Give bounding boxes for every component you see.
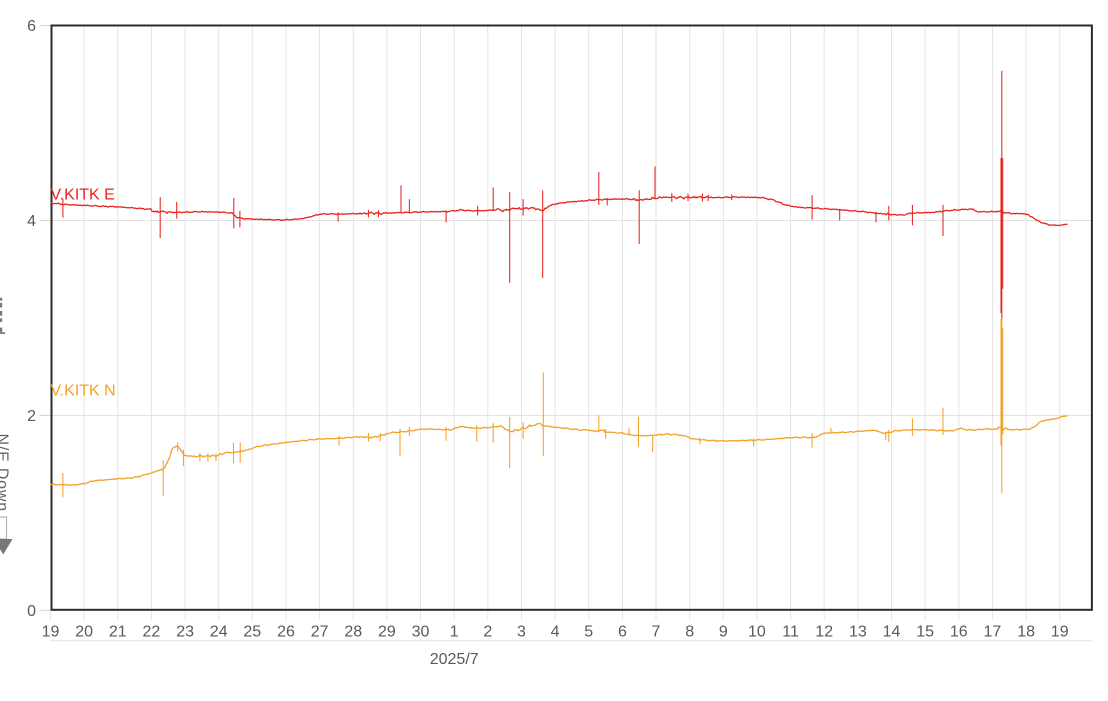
svg-text:28: 28: [344, 624, 362, 641]
svg-text:6: 6: [618, 624, 627, 641]
svg-text:17: 17: [984, 624, 1002, 641]
svg-text:19: 19: [1051, 624, 1069, 641]
svg-text:27: 27: [311, 624, 329, 641]
svg-text:2025/7: 2025/7: [430, 651, 479, 668]
svg-text:14: 14: [883, 624, 901, 641]
svg-text:N/E Down: N/E Down: [0, 434, 11, 512]
svg-text:13: 13: [849, 624, 867, 641]
svg-text:21: 21: [109, 624, 127, 641]
svg-text:6: 6: [27, 18, 36, 35]
svg-text:20: 20: [75, 624, 93, 641]
svg-text:26: 26: [277, 624, 295, 641]
svg-text:10: 10: [748, 624, 766, 641]
svg-text:11: 11: [782, 624, 799, 641]
svg-text:4: 4: [551, 624, 560, 641]
svg-text:2: 2: [483, 624, 492, 641]
svg-text:30: 30: [412, 624, 430, 641]
svg-text:4: 4: [27, 213, 36, 230]
svg-text:2: 2: [27, 408, 36, 425]
svg-text:18: 18: [1017, 624, 1035, 641]
svg-text:22: 22: [143, 624, 161, 641]
svg-text:1: 1: [450, 624, 459, 641]
svg-text:V.KITK N: V.KITK N: [51, 383, 116, 400]
svg-text:24: 24: [210, 624, 228, 641]
svg-text:19: 19: [42, 624, 60, 641]
svg-text:25: 25: [243, 624, 261, 641]
svg-text:16: 16: [950, 624, 968, 641]
svg-text:9: 9: [719, 624, 728, 641]
svg-text:0: 0: [27, 603, 36, 620]
svg-text:3: 3: [517, 624, 526, 641]
svg-text:23: 23: [176, 624, 194, 641]
svg-text:8: 8: [685, 624, 694, 641]
svg-text:V.KITK E: V.KITK E: [51, 187, 115, 204]
svg-text:29: 29: [378, 624, 396, 641]
svg-text:12: 12: [815, 624, 833, 641]
svg-text:7: 7: [652, 624, 661, 641]
svg-text:5: 5: [584, 624, 593, 641]
svg-text:15: 15: [916, 624, 934, 641]
